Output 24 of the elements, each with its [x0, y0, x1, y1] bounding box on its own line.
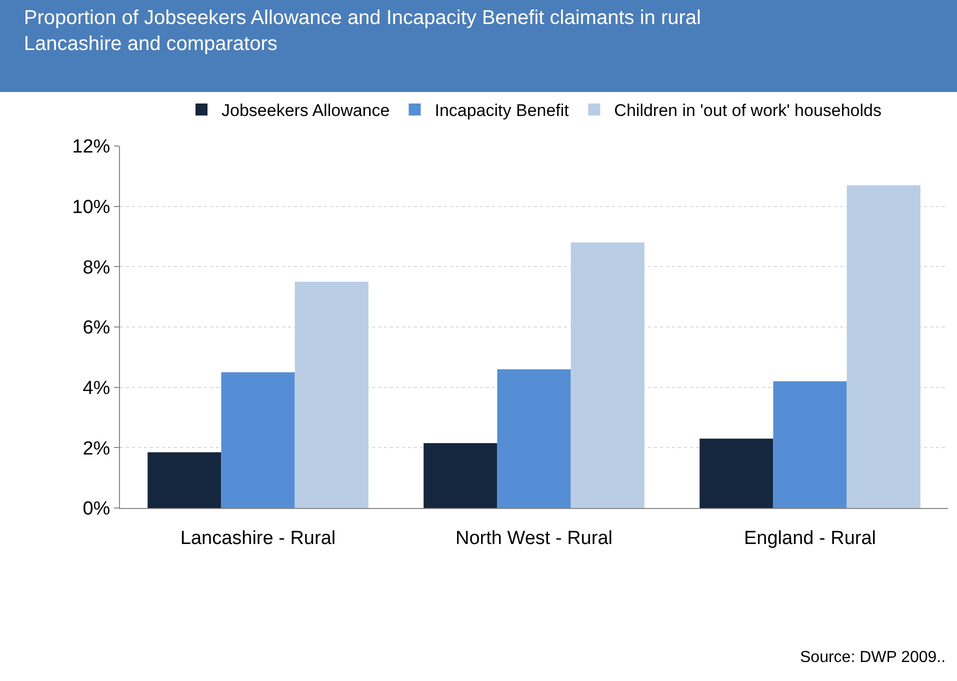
bar [570, 242, 644, 508]
x-tick-label: England - Rural [744, 528, 876, 549]
y-tick-label: 2% [82, 438, 110, 460]
source-note: Source: DWP 2009.. [800, 649, 946, 666]
x-tick-label: Lancashire - Rural [180, 528, 336, 549]
y-tick-label: 6% [82, 318, 110, 339]
bar [846, 185, 920, 508]
bar [294, 282, 368, 508]
legend-label: Jobseekers Allowance [222, 101, 390, 120]
y-tick-label: 12% [72, 136, 110, 158]
bar [221, 372, 295, 508]
y-tick-label: 10% [72, 196, 110, 218]
chart-title: Proportion of Jobseekers Allowance and Incapacity Benefit claimants in rural Lancashire and comparators [24, 7, 701, 55]
y-tick-label: 4% [82, 378, 110, 399]
legend-label: Incapacity Benefit [434, 101, 570, 120]
bar [497, 369, 571, 508]
y-tick-label: 0% [82, 498, 110, 520]
legend-label: Children in 'out of work' households [614, 101, 882, 120]
bar [148, 452, 222, 508]
bar [700, 438, 774, 508]
x-tick-label: North West - Rural [456, 528, 612, 549]
bar [773, 381, 847, 508]
y-tick-label: 8% [82, 257, 110, 278]
bar [424, 443, 498, 508]
